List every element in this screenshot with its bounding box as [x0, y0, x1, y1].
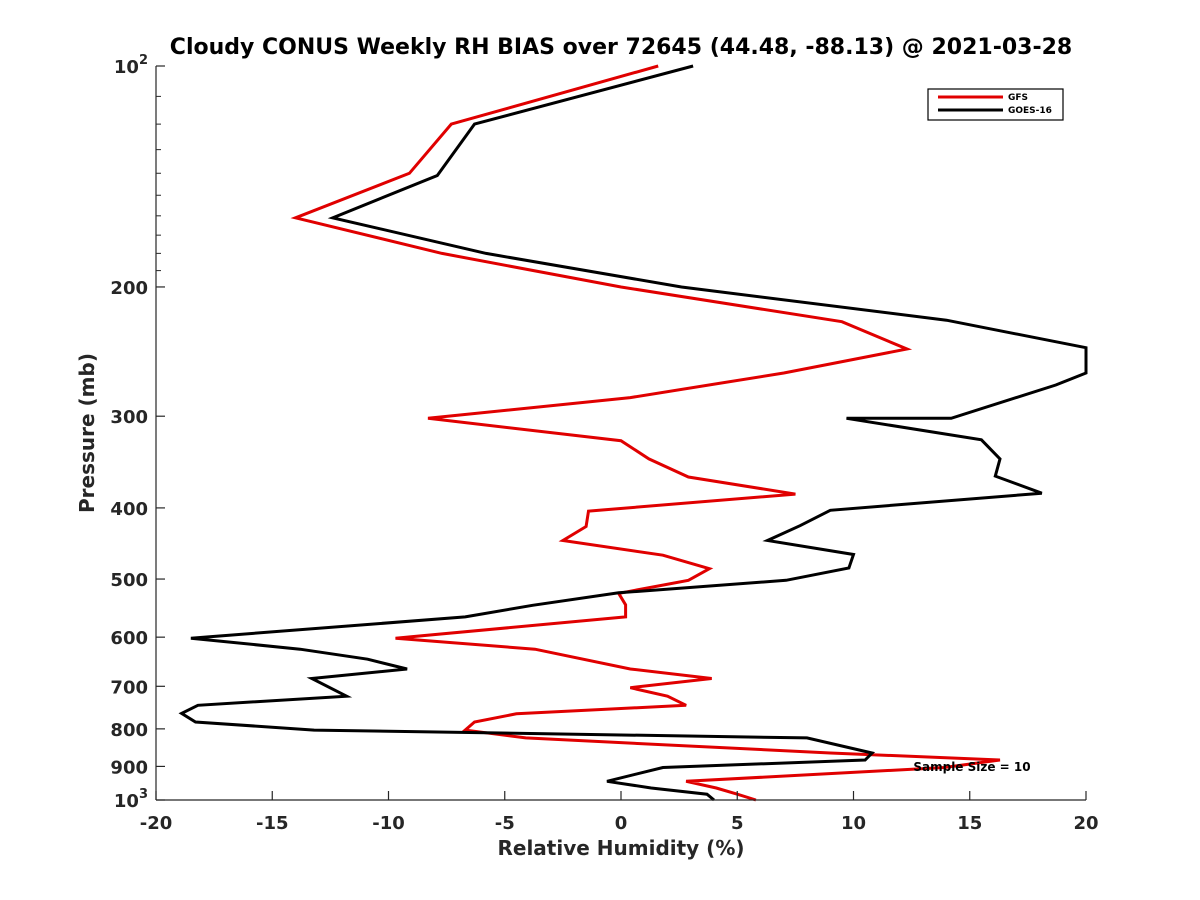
- y-tick-label: 600: [110, 628, 148, 649]
- y-ticks: 102 200 300 400 500 600 700 800 900 103: [110, 53, 165, 812]
- x-ticks: -20 -15 -10 -5 0 5 10 15 20: [140, 791, 1099, 834]
- legend-label: GFS: [1008, 93, 1028, 103]
- x-tick-label: -5: [495, 813, 515, 834]
- y-tick-label: 200: [110, 278, 148, 299]
- x-tick-label: 15: [957, 813, 982, 834]
- y-tick-label: 300: [110, 407, 148, 428]
- series-line-goes-16: [178, 64, 1088, 802]
- x-tick-label: -15: [256, 813, 289, 834]
- y-tick-label: 900: [110, 757, 148, 778]
- y-tick-label: 102: [114, 53, 148, 78]
- legend: GFS GOES-16: [927, 88, 1064, 121]
- plot-lines: [178, 64, 1088, 802]
- sample-size-annotation: Sample Size = 10: [913, 760, 1030, 774]
- x-tick-label: -10: [372, 813, 405, 834]
- x-tick-label: 10: [841, 813, 866, 834]
- legend-label: GOES-16: [1008, 106, 1052, 116]
- y-tick-label: 103: [114, 787, 148, 812]
- legend-box: [927, 88, 1064, 121]
- series-line-gfs: [290, 64, 1001, 802]
- x-axis-label: Relative Humidity (%): [497, 836, 744, 860]
- x-tick-label: 5: [731, 813, 744, 834]
- y-axis-label: Pressure (mb): [75, 353, 99, 513]
- x-tick-label: 20: [1073, 813, 1098, 834]
- y-tick-label: 400: [110, 499, 148, 520]
- x-tick-label: 0: [615, 813, 628, 834]
- y-tick-label: 700: [110, 677, 148, 698]
- x-tick-label: -20: [140, 813, 173, 834]
- y-tick-label: 800: [110, 720, 148, 741]
- chart-title: Cloudy CONUS Weekly RH BIAS over 72645 (…: [170, 35, 1072, 60]
- y-tick-label: 500: [110, 570, 148, 591]
